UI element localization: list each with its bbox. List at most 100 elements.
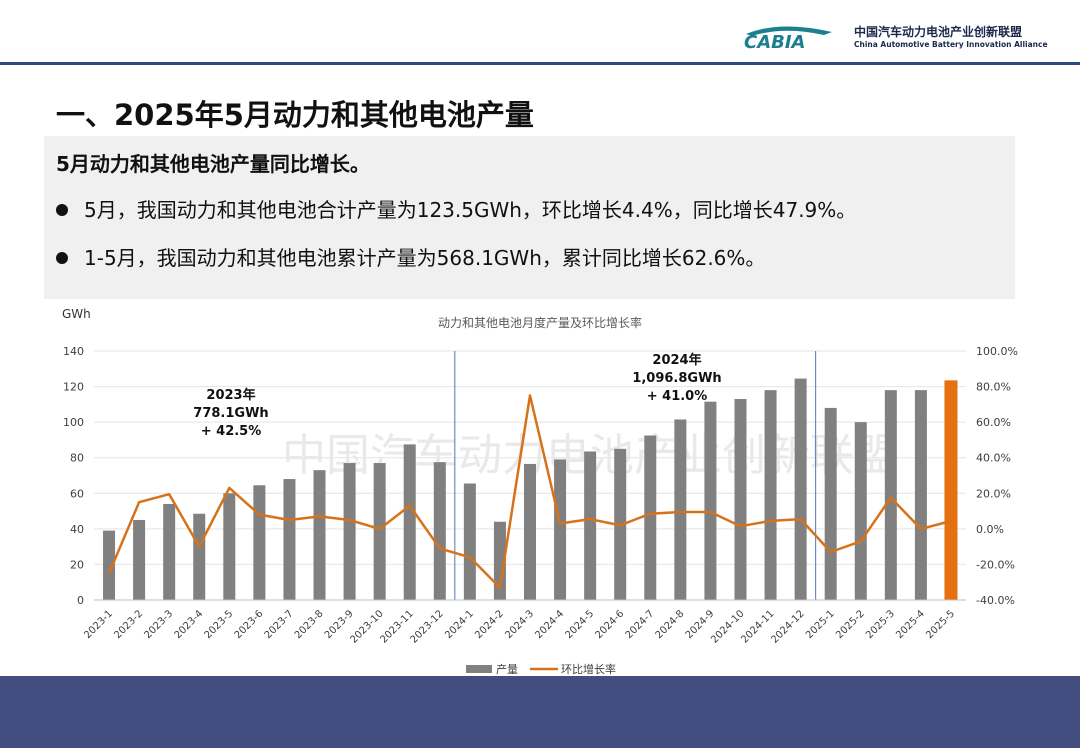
bar bbox=[584, 451, 597, 600]
x-tick-label: 2023-1 bbox=[82, 608, 115, 641]
bar bbox=[313, 470, 326, 600]
bar bbox=[644, 435, 657, 600]
x-tick-label: 2023-2 bbox=[112, 608, 145, 641]
bullet-dot-icon bbox=[56, 203, 68, 216]
bar bbox=[133, 519, 146, 600]
x-tick-label: 2023-6 bbox=[233, 608, 266, 641]
legend-bar-label: 产量 bbox=[496, 662, 518, 676]
annotation-text: 2024年 bbox=[652, 352, 701, 368]
header-rule bbox=[0, 62, 1080, 65]
x-tick-label: 2025-1 bbox=[804, 608, 837, 641]
y-tick-label: 100 bbox=[63, 416, 84, 429]
x-tick-label: 2023-4 bbox=[173, 608, 206, 641]
bar bbox=[223, 493, 236, 600]
bar bbox=[493, 521, 506, 600]
bar bbox=[403, 444, 416, 600]
bar bbox=[914, 390, 927, 600]
y2-tick-label: 40.0% bbox=[976, 452, 1011, 465]
x-tick-label: 2023-8 bbox=[293, 608, 326, 641]
chart-legend: 产量 环比增长率 bbox=[466, 662, 616, 676]
bar bbox=[524, 463, 536, 600]
bar bbox=[704, 401, 717, 600]
bar bbox=[794, 378, 807, 600]
bullet-dot-icon bbox=[56, 251, 68, 264]
production-chart: 中国汽车动力电池产业创新联盟 020406080100120140-40.0%-… bbox=[62, 307, 1018, 676]
y2-tick-label: 60.0% bbox=[976, 416, 1011, 429]
y-tick-label: 80 bbox=[70, 452, 84, 465]
y2-tick-label: 20.0% bbox=[976, 487, 1011, 500]
year-annotations: 2023年 778.1GWh + 42.5% 2024年 1,096.8GWh + 41.… bbox=[193, 352, 721, 439]
x-tick-label: 2023-7 bbox=[263, 608, 296, 641]
annotation-text: 2023年 bbox=[206, 387, 255, 403]
x-tick-label: 2024-8 bbox=[654, 608, 687, 641]
summary-bullet: 5月，我国动力和其他电池合计产量为123.5GWh，环比增长4.4%，同比增长4… bbox=[56, 194, 856, 223]
summary-box: 5月动力和其他电池产量同比增长。 5月，我国动力和其他电池合计产量为123.5G… bbox=[44, 136, 1015, 299]
bar bbox=[944, 380, 958, 600]
bar bbox=[373, 463, 386, 600]
chart-title: 动力和其他电池月度产量及环比增长率 bbox=[438, 315, 642, 330]
annotation-text: 778.1GWh bbox=[193, 406, 268, 421]
page-title: 一、2025年5月动力和其他电池产量 bbox=[56, 98, 534, 132]
x-tick-label: 2025-4 bbox=[894, 608, 927, 641]
legend-bar-swatch bbox=[466, 665, 492, 673]
y-tick-label: 0 bbox=[77, 594, 84, 607]
x-tick-label: 2025-3 bbox=[864, 608, 897, 641]
y-tick-label: 140 bbox=[63, 345, 84, 358]
y-tick-label: 40 bbox=[70, 523, 84, 536]
legend-line-label: 环比增长率 bbox=[561, 662, 616, 676]
x-tick-label: 2024-4 bbox=[533, 608, 566, 641]
bar bbox=[824, 407, 837, 600]
bar bbox=[193, 513, 206, 600]
x-tick-label: 2025-2 bbox=[834, 608, 867, 641]
org-name-en: China Automotive Battery Innovation Alli… bbox=[854, 40, 1048, 49]
x-tick-label: 2024-6 bbox=[594, 608, 627, 641]
y-tick-label: 20 bbox=[70, 558, 84, 571]
header-bar: CABIA 中国汽车动力电池产业创新联盟 China Automotive Ba… bbox=[0, 0, 1080, 64]
x-tick-label: 2023-5 bbox=[203, 608, 236, 641]
annotation-text: + 41.0% bbox=[647, 389, 708, 404]
summary-bullet: 1-5月，我国动力和其他电池累计产量为568.1GWh，累计同比增长62.6%。 bbox=[56, 242, 765, 271]
cabia-logo: CABIA bbox=[744, 26, 832, 52]
x-tick-label: 2024-12 bbox=[769, 608, 806, 645]
annotation-text: 1,096.8GWh bbox=[632, 371, 721, 386]
growth-line bbox=[107, 394, 952, 589]
bar bbox=[854, 422, 867, 600]
bar bbox=[463, 483, 476, 600]
bar bbox=[163, 503, 176, 600]
bar bbox=[554, 459, 567, 600]
x-tick-label: 2023-12 bbox=[409, 608, 446, 645]
y2-tick-label: 0.0% bbox=[976, 523, 1004, 536]
y2-tick-label: -40.0% bbox=[976, 594, 1015, 607]
bar bbox=[734, 399, 747, 600]
bar bbox=[103, 530, 116, 600]
x-tick-label: 2025-5 bbox=[924, 608, 957, 641]
y2-tick-label: 100.0% bbox=[976, 345, 1018, 358]
y2-tick-label: 80.0% bbox=[976, 381, 1011, 394]
line-series bbox=[107, 394, 952, 589]
y-axis-label: GWh bbox=[62, 307, 91, 321]
bar bbox=[764, 390, 777, 600]
footer-band bbox=[0, 676, 1080, 748]
bar-series bbox=[103, 378, 958, 600]
bar bbox=[674, 419, 687, 600]
y-tick-label: 120 bbox=[63, 381, 84, 394]
annotation-text: + 42.5% bbox=[201, 424, 262, 439]
org-name-cn: 中国汽车动力电池产业创新联盟 bbox=[854, 25, 1023, 39]
x-tick-label: 2023-3 bbox=[142, 608, 175, 641]
bullet-text: 5月，我国动力和其他电池合计产量为123.5GWh，环比增长4.4%，同比增长4… bbox=[84, 198, 857, 222]
x-tick-label: 2024-1 bbox=[443, 608, 476, 641]
bar bbox=[283, 479, 296, 600]
x-tick-label: 2024-7 bbox=[624, 608, 657, 641]
y2-tick-label: -20.0% bbox=[976, 558, 1015, 571]
bar bbox=[253, 485, 266, 600]
year-separators bbox=[454, 351, 817, 600]
logo-text: CABIA bbox=[744, 32, 806, 52]
x-tick-label: 2024-5 bbox=[563, 608, 596, 641]
x-tick-label: 2024-2 bbox=[473, 608, 506, 641]
y-tick-label: 60 bbox=[70, 487, 84, 500]
bullet-text: 1-5月，我国动力和其他电池累计产量为568.1GWh，累计同比增长62.6%。 bbox=[84, 246, 766, 270]
bar bbox=[884, 390, 897, 600]
bar bbox=[433, 462, 446, 600]
summary-heading: 5月动力和其他电池产量同比增长。 bbox=[56, 152, 370, 176]
x-tick-label: 2024-3 bbox=[503, 608, 536, 641]
